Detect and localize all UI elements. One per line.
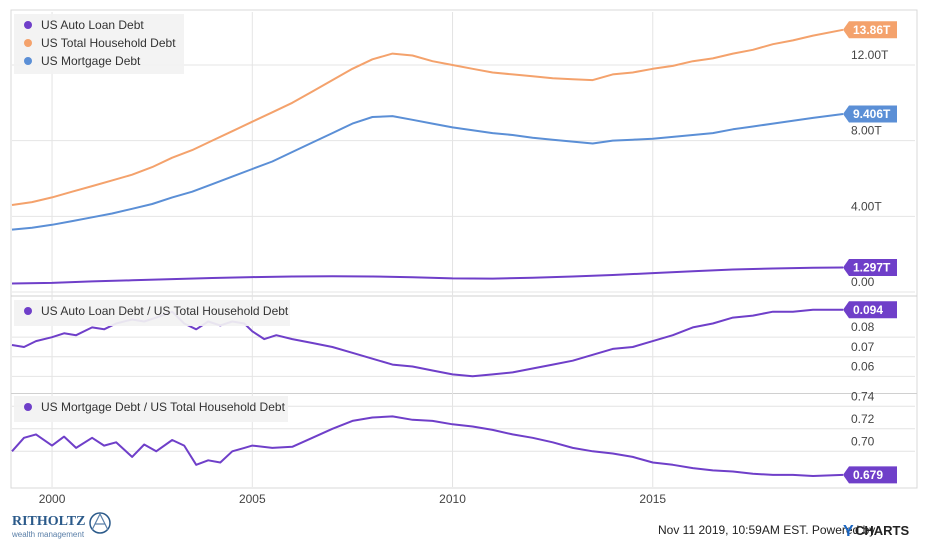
y-tick-label: 0.74 [851, 389, 875, 403]
ritholtz-logo: RITHOLTZ wealth management [11, 512, 111, 539]
legend-layer: US Auto Loan Debt US Total Household Debt… [14, 14, 290, 422]
y-tick-layer: 0.00 4.00T 8.00T 12.00T 0.06 0.07 0.08 0.70 0.72… [851, 48, 889, 448]
y-tick-label: 8.00T [851, 124, 882, 138]
legend-marker [24, 57, 32, 65]
ycharts-brand-name: CHARTS [855, 523, 909, 538]
legend-label: US Mortgage Debt / US Total Household De… [41, 400, 286, 414]
legend-label: US Mortgage Debt [41, 54, 141, 68]
last-value-flag [843, 258, 897, 276]
y-tick-label: 12.00T [851, 48, 889, 62]
legend-marker [24, 39, 32, 47]
footer-timestamp: Nov 11 2019, 10:59AM EST. Powered by [658, 523, 875, 537]
legend-label: US Auto Loan Debt / US Total Household D… [41, 304, 289, 318]
x-tick-label: 2015 [639, 492, 666, 506]
last-value-flag [843, 21, 897, 39]
last-value-label: 1.297T [853, 260, 891, 274]
legend-box [14, 396, 288, 422]
y-tick-label: 0.07 [851, 340, 875, 354]
legend-marker [24, 307, 32, 315]
logo-tagline: wealth management [11, 530, 85, 539]
last-value-label: 0.094 [853, 303, 883, 317]
y-tick-label: 0.00 [851, 275, 875, 289]
ycharts-brand-y: Y [843, 523, 854, 540]
legend-label: US Auto Loan Debt [41, 18, 144, 32]
logo-name: RITHOLTZ [12, 514, 85, 529]
x-tick-label: 2010 [439, 492, 466, 506]
legend-box [14, 300, 290, 326]
last-value-flag [843, 105, 897, 123]
y-tick-label: 0.72 [851, 412, 875, 426]
y-tick-label: 0.70 [851, 434, 875, 448]
last-value-label: 0.679 [853, 468, 883, 482]
series-line[interactable] [11, 28, 844, 206]
last-value-label: 13.86T [853, 23, 891, 37]
series-line[interactable] [11, 113, 844, 231]
series-line[interactable] [11, 415, 844, 477]
y-tick-label: 0.06 [851, 359, 875, 373]
series-line[interactable] [11, 266, 844, 285]
y-tick-label: 4.00T [851, 199, 882, 213]
y-tick-label: 0.08 [851, 320, 875, 334]
last-value-label: 9.406T [853, 107, 891, 121]
x-tick-label: 2000 [39, 492, 66, 506]
x-tick-layer: 2000 2005 2010 2015 [39, 492, 667, 506]
legend-label: US Total Household Debt [41, 36, 176, 50]
legend-marker [24, 21, 32, 29]
legend-marker [24, 403, 32, 411]
x-tick-label: 2005 [239, 492, 266, 506]
flag-layer: 1.297T 13.86T 9.406T 0.094 0.679 [843, 21, 897, 484]
line-layer [11, 28, 844, 477]
legend-box [14, 14, 184, 74]
last-value-flag [843, 466, 897, 484]
last-value-flag [843, 301, 897, 319]
logo-emblem-icon [89, 512, 111, 534]
